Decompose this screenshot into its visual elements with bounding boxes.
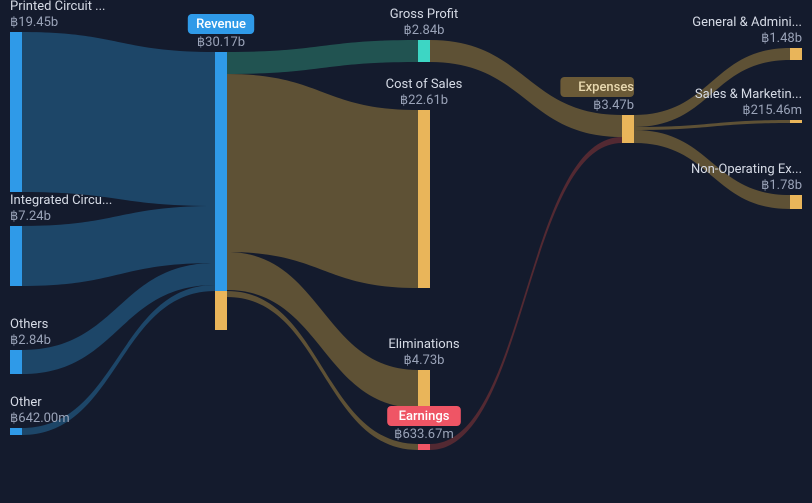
label-revenue: Revenue [196, 17, 246, 32]
link-printed_circuit-revenue [22, 32, 215, 206]
label-other: Other [10, 395, 42, 410]
label-gross_profit: Gross Profit [390, 7, 459, 22]
node-others[interactable] [10, 350, 22, 374]
value-revenue: ฿30.17b [197, 35, 245, 50]
value-non_operating: ฿1.78b [761, 178, 802, 193]
label-cost_of_sales: Cost of Sales [386, 77, 463, 92]
node-integrated_circu[interactable] [10, 226, 22, 286]
node-revenue[interactable] [215, 52, 227, 291]
value-expenses: ฿3.47b [593, 98, 634, 113]
label-integrated_circu: Integrated Circu... [10, 193, 112, 208]
value-eliminations: ฿4.73b [404, 353, 445, 368]
label-eliminations: Eliminations [388, 337, 460, 352]
value-gross_profit: ฿2.84b [404, 23, 445, 38]
label-expenses: Expenses [578, 80, 634, 95]
node-non_operating[interactable] [790, 195, 802, 209]
node-other[interactable] [10, 428, 22, 435]
value-integrated_circu: ฿7.24b [10, 209, 51, 224]
value-printed_circuit: ฿19.45b [10, 15, 58, 30]
label-printed_circuit: Printed Circuit ... [10, 0, 105, 14]
node-sales_marketing[interactable] [790, 120, 802, 123]
label-non_operating: Non-Operating Ex... [691, 162, 802, 177]
node-revenue-segment[interactable] [215, 291, 227, 330]
value-earnings: ฿633.67m [394, 427, 454, 442]
label-sales_marketing: Sales & Marketin... [695, 87, 802, 102]
value-general_admin: ฿1.48b [761, 31, 802, 46]
node-printed_circuit[interactable] [10, 32, 22, 192]
node-expenses[interactable] [622, 115, 634, 143]
label-general_admin: General & Admini... [692, 15, 802, 30]
node-general_admin[interactable] [790, 48, 802, 60]
node-eliminations[interactable] [418, 370, 430, 408]
value-others: ฿2.84b [10, 333, 51, 348]
label-earnings: Earnings [399, 409, 450, 424]
label-others: Others [10, 317, 49, 332]
node-gross_profit[interactable] [418, 40, 430, 62]
value-sales_marketing: ฿215.46m [742, 103, 802, 118]
value-cost_of_sales: ฿22.61b [400, 93, 448, 108]
node-earnings[interactable] [418, 444, 430, 450]
sankey-chart: Printed Circuit ...฿19.45b Integrated Cir… [0, 0, 812, 503]
value-other: ฿642.00m [10, 411, 70, 426]
node-cost_of_sales[interactable] [418, 110, 430, 288]
